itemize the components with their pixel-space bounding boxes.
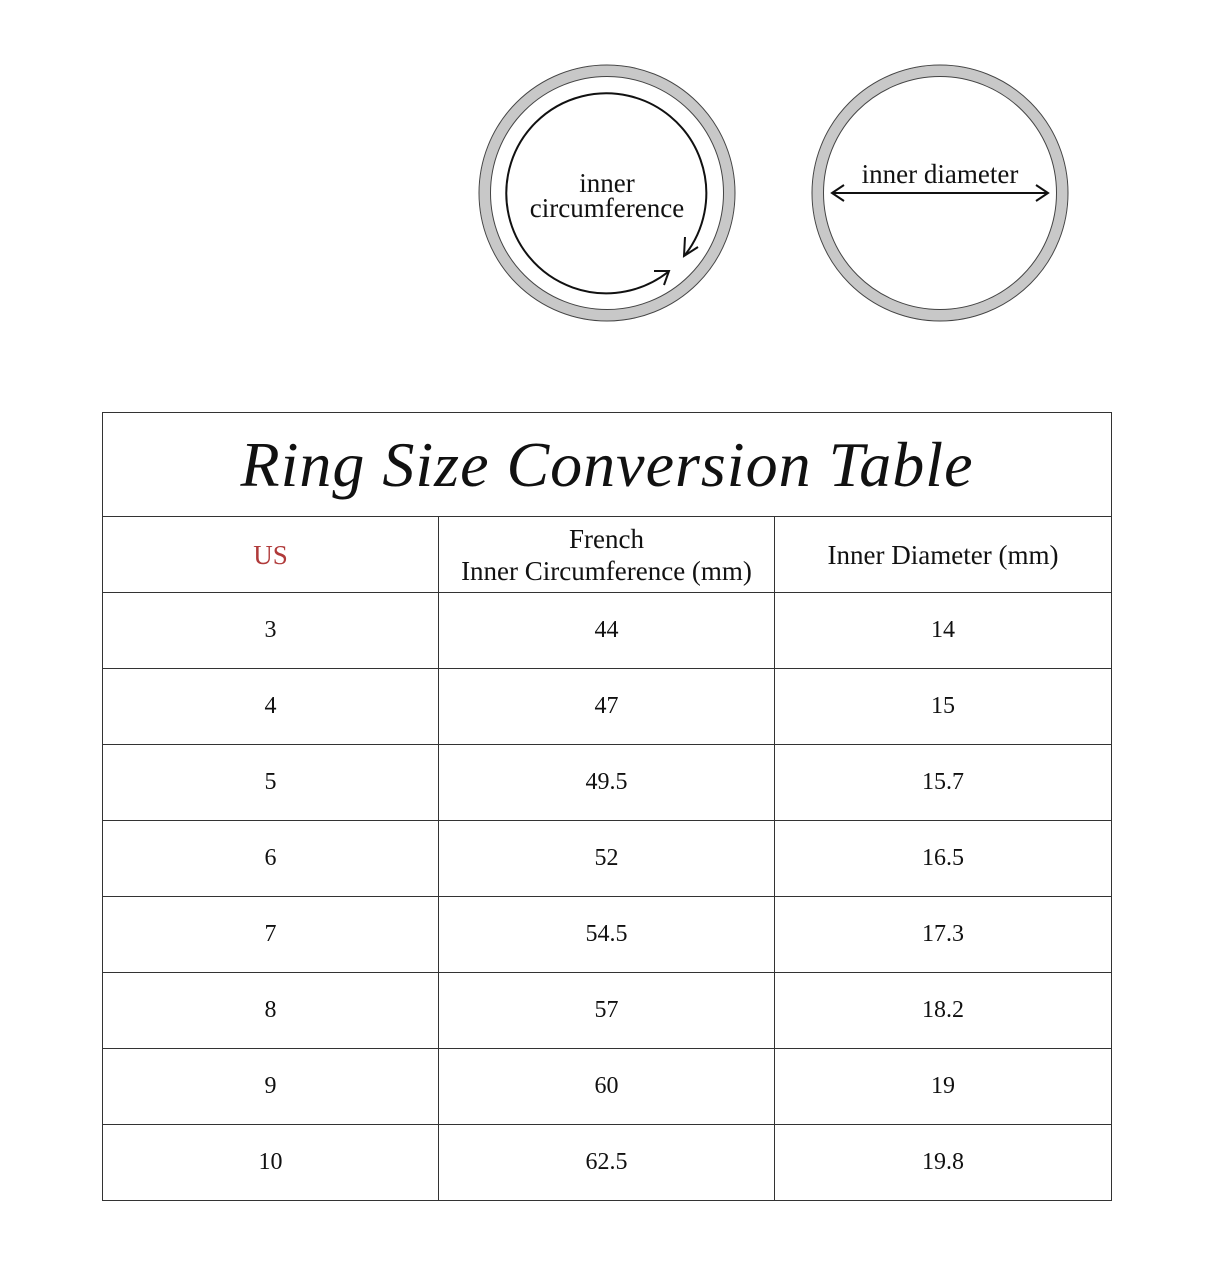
- cell-us: 3: [102, 592, 439, 669]
- cell-diameter: 14: [774, 592, 1112, 669]
- circumference-ring-diagram: inner circumference: [478, 64, 736, 322]
- table-row: 10 62.5 19.8: [102, 1124, 1112, 1201]
- cell-diameter: 17.3: [774, 896, 1112, 973]
- cell-diameter: 16.5: [774, 820, 1112, 897]
- cell-circumference: 54.5: [438, 896, 775, 973]
- ring-size-table: Ring Size Conversion Table US French Inne…: [102, 412, 1112, 1201]
- cell-diameter: 15: [774, 668, 1112, 745]
- cell-diameter: 19: [774, 1048, 1112, 1125]
- diameter-ring-diagram: inner diameter: [811, 64, 1069, 322]
- cell-us: 4: [102, 668, 439, 745]
- double-arrow-icon: [830, 184, 1050, 202]
- cell-diameter: 15.7: [774, 744, 1112, 821]
- table-row: 6 52 16.5: [102, 820, 1112, 897]
- header-french-line2: Inner Circumference (mm): [461, 555, 752, 586]
- circumference-label-line1: inner: [579, 168, 634, 198]
- table-row: 7 54.5 17.3: [102, 896, 1112, 973]
- circumference-label-line2: circumference: [530, 193, 684, 223]
- header-us: US: [102, 516, 439, 593]
- cell-us: 8: [102, 972, 439, 1049]
- table-row: 8 57 18.2: [102, 972, 1112, 1049]
- cell-circumference: 60: [438, 1048, 775, 1125]
- cell-circumference: 44: [438, 592, 775, 669]
- cell-circumference: 47: [438, 668, 775, 745]
- ring-diagrams: inner circumference inner diameter: [478, 64, 1069, 322]
- circumference-arrow-icon: [505, 92, 708, 295]
- diameter-label: inner diameter: [862, 159, 1019, 189]
- cell-circumference: 62.5: [438, 1124, 775, 1201]
- table-row: 9 60 19: [102, 1048, 1112, 1125]
- cell-us: 6: [102, 820, 439, 897]
- cell-circumference: 52: [438, 820, 775, 897]
- cell-us: 9: [102, 1048, 439, 1125]
- table-row: 3 44 14: [102, 592, 1112, 669]
- cell-us: 7: [102, 896, 439, 973]
- table-row: 4 47 15: [102, 668, 1112, 745]
- cell-us: 5: [102, 744, 439, 821]
- header-diameter: Inner Diameter (mm): [774, 516, 1112, 593]
- table-title: Ring Size Conversion Table: [102, 412, 1112, 517]
- cell-diameter: 19.8: [774, 1124, 1112, 1201]
- header-french-line1: French: [569, 523, 644, 554]
- table-row: 5 49.5 15.7: [102, 744, 1112, 821]
- cell-diameter: 18.2: [774, 972, 1112, 1049]
- cell-us: 10: [102, 1124, 439, 1201]
- cell-circumference: 57: [438, 972, 775, 1049]
- cell-circumference: 49.5: [438, 744, 775, 821]
- header-french: French Inner Circumference (mm): [438, 516, 775, 593]
